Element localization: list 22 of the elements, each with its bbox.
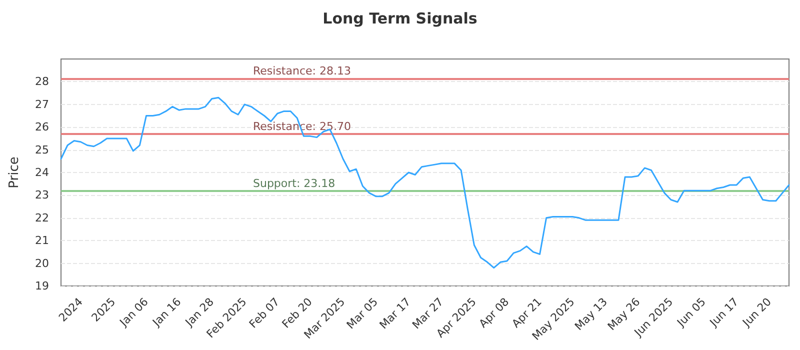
x-tick-label: Jun 17 <box>706 295 742 330</box>
chart-title: Long Term Signals <box>322 10 478 28</box>
x-tick-label: Jan 16 <box>149 295 184 330</box>
x-tick-label: Jan 06 <box>116 295 151 330</box>
y-axis-title: Price <box>7 156 22 188</box>
x-tick-label: Jun 20 <box>740 295 774 330</box>
y-tick-label: 21 <box>35 234 49 248</box>
y-tick-label: 28 <box>35 75 49 88</box>
y-tick-label: 24 <box>35 166 49 179</box>
x-tick-label: Apr 08 <box>476 295 512 330</box>
x-tick-label: Feb 07 <box>246 295 282 331</box>
y-tick-label: 23 <box>35 188 49 202</box>
y-tick-label: 27 <box>35 98 49 111</box>
y-tick-label: 22 <box>35 211 49 224</box>
line-series <box>60 96 790 269</box>
ref-line-label: Resistance: 28.13 <box>253 64 351 78</box>
x-tick-label: Jun 05 <box>674 295 708 330</box>
y-tick-label: 19 <box>35 280 49 292</box>
y-tick-label: 20 <box>35 256 49 270</box>
y-tick-label: 25 <box>35 143 49 156</box>
ref-line-label: Support: 23.18 <box>253 177 336 190</box>
y-tick-label: 26 <box>35 120 49 134</box>
